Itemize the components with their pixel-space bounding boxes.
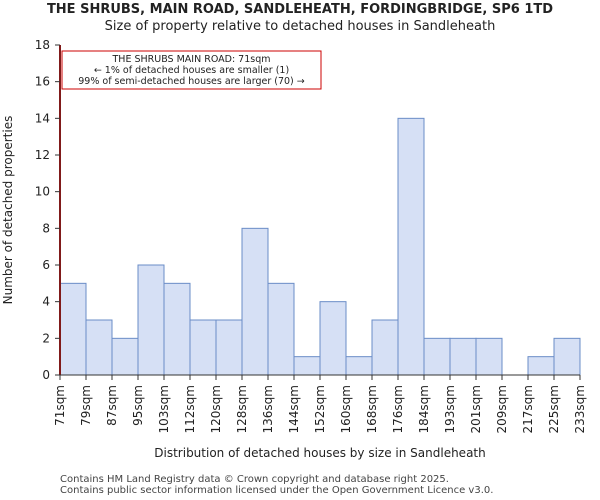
annotation-line-1: THE SHRUBS MAIN ROAD: 71sqm [112, 54, 271, 65]
histogram-bar [111, 337, 139, 376]
histogram-bar [371, 319, 399, 376]
histogram-bar [189, 319, 217, 376]
histogram-bar [449, 337, 477, 376]
histogram-bar [163, 282, 191, 376]
y-tick-label: 14 [35, 111, 50, 125]
footer-licence: Contains public sector information licen… [60, 485, 494, 496]
y-tick-label: 10 [35, 185, 50, 199]
y-tick-label: 12 [35, 148, 50, 162]
x-axis-label: Distribution of detached houses by size … [154, 446, 485, 460]
y-axis-label: Number of detached properties [1, 116, 15, 305]
y-tick-label: 2 [42, 331, 50, 345]
x-tick-label: 201sqm [469, 385, 483, 433]
histogram-bar [475, 337, 503, 376]
x-tick-label: 128sqm [235, 385, 249, 433]
x-tick-label: 95sqm [131, 385, 145, 426]
x-tick-label: 87sqm [105, 385, 119, 426]
y-tick-label: 6 [42, 258, 50, 272]
x-tick-label: 168sqm [365, 385, 379, 433]
annotation-box: THE SHRUBS MAIN ROAD: 71sqm ← 1% of deta… [61, 50, 322, 90]
histogram-bar [319, 301, 347, 376]
x-tick-label: 176sqm [391, 385, 405, 433]
chart-subtitle: Size of property relative to detached ho… [104, 19, 496, 34]
x-tick-label: 112sqm [183, 385, 197, 433]
x-tick-label: 160sqm [339, 385, 353, 433]
x-tick-label: 233sqm [573, 385, 587, 433]
y-tick-label: 0 [42, 368, 50, 382]
y-tick-label: 16 [35, 75, 50, 89]
x-tick-label: 209sqm [495, 385, 509, 433]
histogram-bar [241, 227, 269, 376]
x-tick-label: 193sqm [443, 385, 457, 433]
footer-copyright: Contains HM Land Registry data © Crown c… [60, 474, 449, 485]
histogram-bar [527, 356, 555, 376]
y-tick-label: 18 [35, 38, 50, 52]
histogram-bar [553, 337, 581, 376]
x-tick-label: 184sqm [417, 385, 431, 433]
chart-title: THE SHRUBS, MAIN ROAD, SANDLEHEATH, FORD… [46, 2, 554, 17]
histogram-bar [293, 356, 321, 376]
x-tick-label: 152sqm [313, 385, 327, 433]
histogram-bar [137, 264, 165, 376]
x-tick-label: 225sqm [547, 385, 561, 433]
x-tick-label: 79sqm [79, 385, 93, 426]
x-tick-label: 136sqm [261, 385, 275, 433]
histogram-bar [397, 117, 425, 376]
histogram-bar [85, 319, 113, 376]
y-tick-label: 4 [42, 295, 50, 309]
histogram-bar [423, 337, 451, 376]
histogram-bar [215, 319, 243, 376]
x-tick-label: 217sqm [521, 385, 535, 433]
histogram-chart: 0 2 4 6 8 10 12 14 16 18 71sqm 79sqm 87sqm 95sqm 103s… [1, 38, 587, 460]
x-tick-label: 71sqm [53, 385, 67, 426]
annotation-line-2: ← 1% of detached houses are smaller (1) [94, 65, 289, 76]
histogram-bar [59, 282, 87, 376]
histogram-bar [345, 356, 373, 376]
y-tick-label: 8 [42, 221, 50, 235]
histogram-bar [267, 282, 295, 376]
annotation-line-3: 99% of semi-detached houses are larger (… [78, 76, 305, 87]
x-tick-label: 120sqm [209, 385, 223, 433]
x-tick-label: 103sqm [157, 385, 171, 433]
x-tick-label: 144sqm [287, 385, 301, 433]
